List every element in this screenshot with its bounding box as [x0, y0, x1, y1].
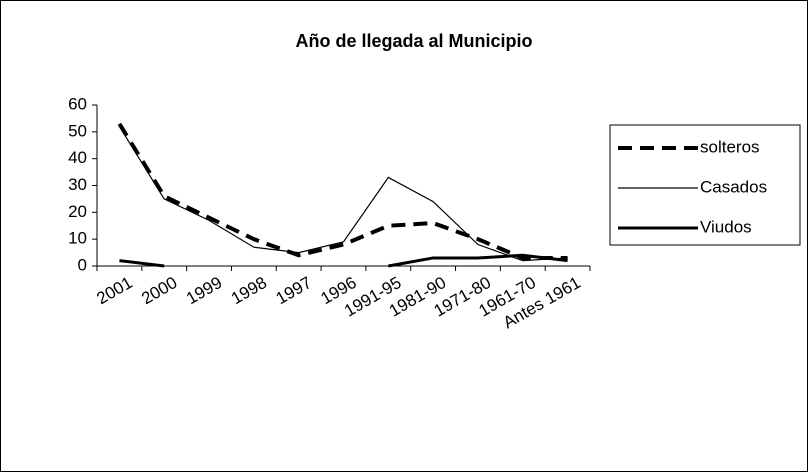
legend-label: Casados [700, 177, 767, 196]
series-line [118, 126, 568, 262]
y-tick-label: 30 [68, 175, 87, 194]
chart-title: Año de llegada al Municipio [295, 31, 532, 51]
legend-label: solteros [700, 137, 760, 156]
y-tick-label: 10 [68, 229, 87, 248]
series-line [117, 122, 568, 260]
legend-box [609, 124, 801, 246]
y-tick-label: 0 [78, 255, 87, 274]
y-tick-label: 60 [68, 94, 87, 113]
y-tick-label: 20 [68, 202, 87, 221]
y-tick-label: 40 [68, 148, 87, 167]
series-line [119, 253, 568, 268]
y-tick-label: 50 [68, 121, 87, 140]
legend-label: Viudos [700, 217, 752, 236]
